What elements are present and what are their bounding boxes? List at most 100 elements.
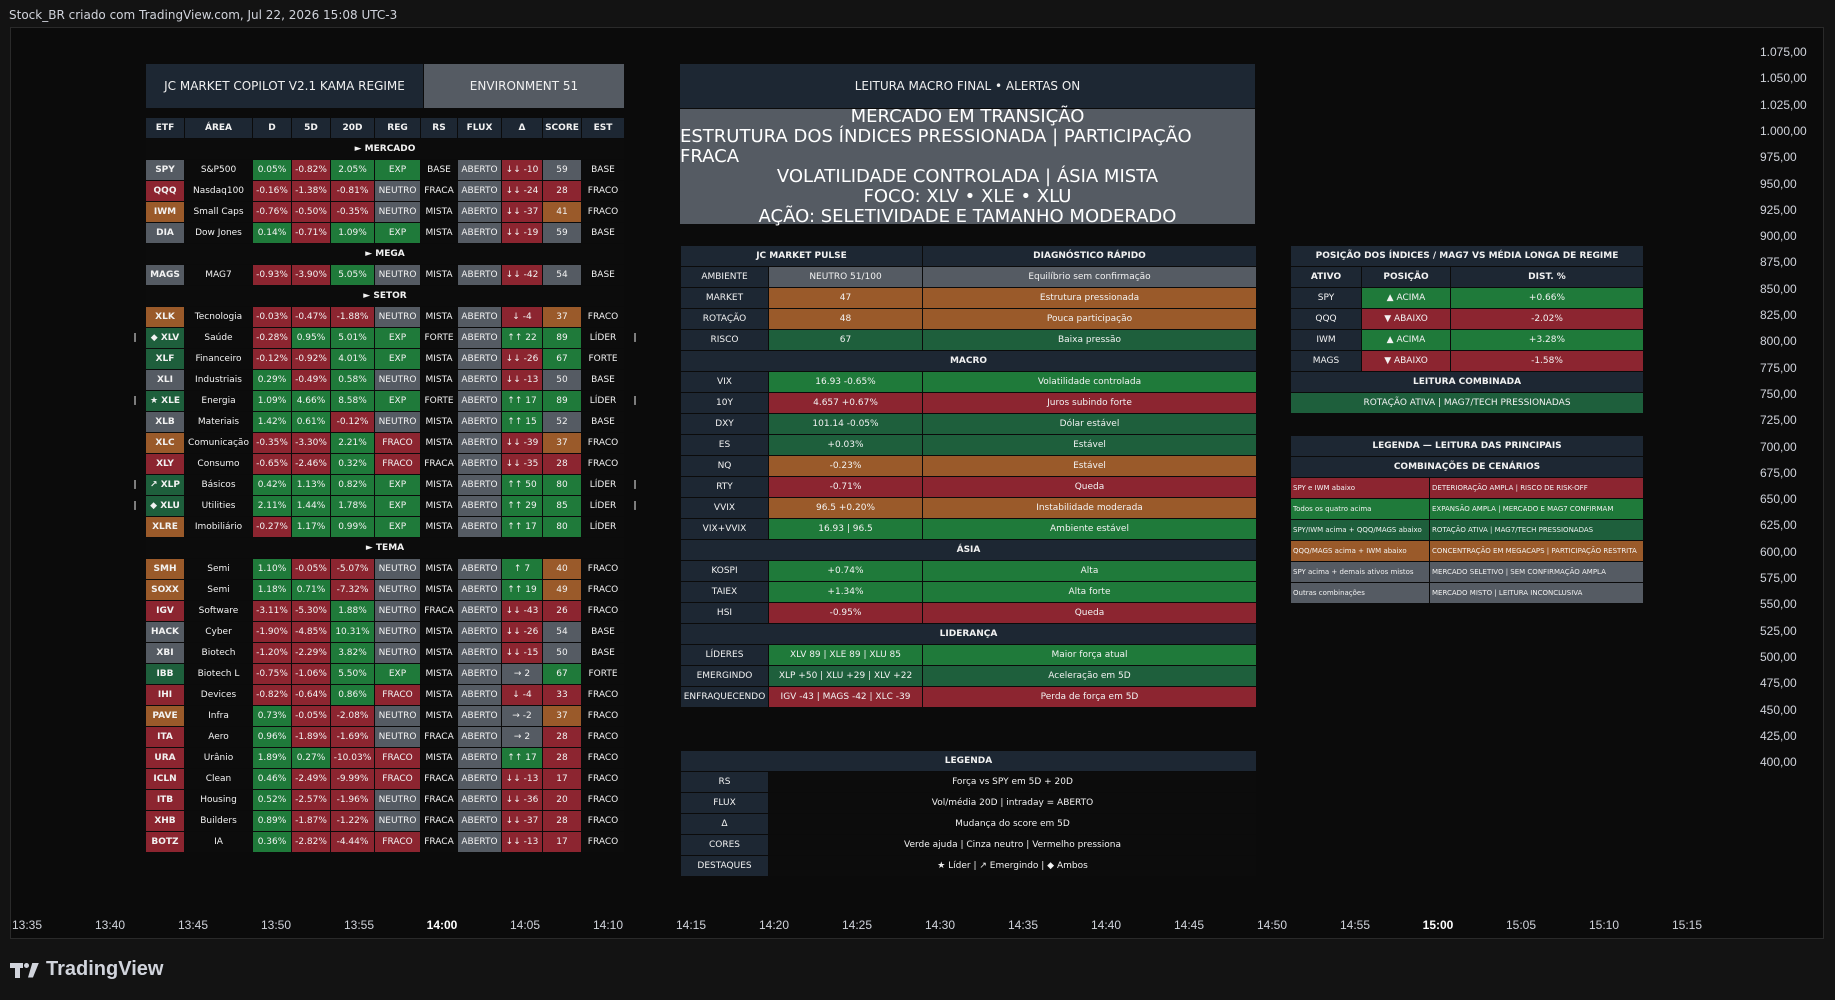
- etf-row: XLB Materiais 1.42% 0.61% -0.12% NEUTRO MISTA A…: [125, 412, 645, 432]
- pulse-row: 10Y 4.657 +0.67% Juros subindo forte: [681, 393, 1256, 413]
- status: BASE: [582, 412, 624, 432]
- position-table: POSIÇÃO DOS ÍNDICES / MAG7 VS MÉDIA LONG…: [1290, 245, 1644, 414]
- etf-ticker: IWM: [146, 202, 184, 222]
- score: 49: [543, 580, 581, 600]
- relative-strength: FORTE: [421, 328, 457, 348]
- change-1d: 1.10%: [253, 559, 291, 579]
- pulse-key: MARKET: [681, 288, 768, 308]
- row-marker-end: [625, 832, 645, 852]
- status: BASE: [582, 265, 624, 285]
- row-marker-end: |: [633, 501, 637, 511]
- flux: ABERTO: [458, 580, 501, 600]
- etf-area: Tecnologia: [185, 307, 252, 327]
- score-delta: ↓↓ -19: [502, 223, 542, 243]
- relative-strength: FRACA: [421, 769, 457, 789]
- score: 89: [543, 328, 581, 348]
- time-axis-label: 15:15: [1671, 918, 1703, 932]
- score: 37: [543, 706, 581, 726]
- score-delta: ↑↑ 19: [502, 580, 542, 600]
- regime: NEUTRO: [375, 412, 420, 432]
- flux: ABERTO: [458, 307, 501, 327]
- legend-key: FLUX: [681, 793, 768, 813]
- flux: ABERTO: [458, 370, 501, 390]
- flux: ABERTO: [458, 223, 501, 243]
- row-marker-end: [625, 454, 645, 474]
- change-5d: -1.89%: [292, 727, 330, 747]
- etf-ticker: QQQ: [146, 181, 184, 201]
- row-marker: [125, 727, 145, 747]
- flux: ABERTO: [458, 517, 501, 537]
- change-5d: 0.71%: [292, 580, 330, 600]
- time-axis-label: 13:55: [343, 918, 375, 932]
- pulse-row: HSI -0.95% Queda: [681, 603, 1256, 623]
- etf-row: XLC Comunicação -0.35% -3.30% 2.21% FRACO MIST…: [125, 433, 645, 453]
- macro-line: MERCADO EM TRANSIÇÃO: [850, 105, 1085, 127]
- change-5d: 0.27%: [292, 748, 330, 768]
- regime: FRACO: [375, 832, 420, 852]
- change-20d: -1.69%: [331, 727, 374, 747]
- column-header: D: [253, 118, 291, 138]
- relative-strength: MISTA: [421, 433, 457, 453]
- scenario-row: Todos os quatro acima EXPANSÃO AMPLA | ME…: [1291, 499, 1643, 519]
- row-marker-end: [625, 727, 645, 747]
- change-20d: 5.05%: [331, 265, 374, 285]
- pulse-key: DXY: [681, 414, 768, 434]
- change-20d: 0.86%: [331, 685, 374, 705]
- etf-row: HACK Cyber -1.90% -4.85% 10.31% NEUTRO MISTA AB…: [125, 622, 645, 642]
- etf-ticker: PAVE: [146, 706, 184, 726]
- flux: ABERTO: [458, 769, 501, 789]
- etf-area: Aero: [185, 727, 252, 747]
- pulse-diagnostic: Ambiente estável: [923, 519, 1256, 539]
- legend-key: Δ: [681, 814, 768, 834]
- marker-spacer: [125, 118, 145, 138]
- distance: +3.28%: [1451, 330, 1643, 350]
- row-marker-end: [625, 160, 645, 180]
- etf-area: Básicos: [185, 475, 252, 495]
- column-header: Δ: [502, 118, 542, 138]
- pulse-key: VVIX: [681, 498, 768, 518]
- pulse-value: 47: [769, 288, 922, 308]
- etf-ticker: XHB: [146, 811, 184, 831]
- pulse-value: 96.5 +0.20%: [769, 498, 922, 518]
- relative-strength: FRACA: [421, 454, 457, 474]
- price-axis[interactable]: 1.075,00 1.050,00 1.025,00 1.000,00 975,00 95…: [1760, 27, 1830, 939]
- regime: EXP: [375, 664, 420, 684]
- status: FRACO: [582, 454, 624, 474]
- etf-ticker: IHI: [146, 685, 184, 705]
- change-5d: -2.29%: [292, 643, 330, 663]
- regime: EXP: [375, 223, 420, 243]
- score-delta: ↑↑ 17: [502, 517, 542, 537]
- status: FRACO: [582, 811, 624, 831]
- pulse-key: ES: [681, 435, 768, 455]
- score: 37: [543, 433, 581, 453]
- row-marker: [125, 223, 145, 243]
- row-marker-end: [625, 664, 645, 684]
- pulse-value: -0.71%: [769, 477, 922, 497]
- pulse-header-title: JC MARKET PULSE: [681, 246, 922, 266]
- pulse-diagnostic: Aceleração em 5D: [923, 666, 1256, 686]
- etf-ticker: ITA: [146, 727, 184, 747]
- score-delta: ↓↓ -10: [502, 160, 542, 180]
- etf-area: MAG7: [185, 265, 252, 285]
- change-1d: -0.27%: [253, 517, 291, 537]
- copilot-title: JC MARKET COPILOT V2.1 KAMA REGIME: [146, 64, 423, 108]
- status: FRACO: [582, 580, 624, 600]
- change-20d: -1.96%: [331, 790, 374, 810]
- relative-strength: MISTA: [421, 706, 457, 726]
- change-20d: 10.31%: [331, 622, 374, 642]
- status: BASE: [582, 160, 624, 180]
- row-marker-end: [625, 685, 645, 705]
- marker-spacer: [625, 139, 645, 159]
- change-1d: -0.75%: [253, 664, 291, 684]
- price-axis-label: 650,00: [1760, 492, 1797, 507]
- etf-ticker: ITB: [146, 790, 184, 810]
- score: 67: [543, 349, 581, 369]
- regime: NEUTRO: [375, 622, 420, 642]
- column-header: REG: [375, 118, 420, 138]
- tradingview-logo[interactable]: TradingView: [10, 958, 163, 981]
- pulse-row: EMERGINDO XLP +50 | XLU +29 | XLV +22 Acel…: [681, 666, 1256, 686]
- row-marker: [125, 370, 145, 390]
- change-5d: -0.82%: [292, 160, 330, 180]
- row-marker-end: [625, 601, 645, 621]
- row-marker: [125, 643, 145, 663]
